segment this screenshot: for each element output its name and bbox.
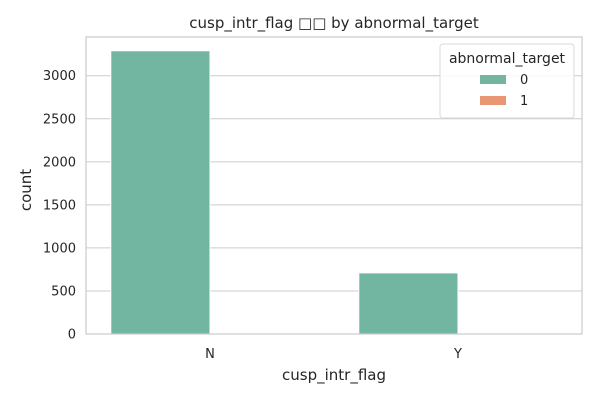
y-tick-label: 500 [51, 284, 76, 299]
legend-label-0: 0 [520, 73, 528, 88]
chart-title: cusp_intr_flag □□ by abnormal_target [189, 14, 479, 32]
x-tick-label: Y [453, 347, 462, 362]
y-tick-label: 0 [68, 328, 76, 343]
legend-label-1: 1 [520, 94, 528, 109]
x-tick-label: N [205, 347, 215, 362]
y-tick-label: 2500 [43, 112, 76, 127]
legend-swatch-1 [480, 96, 506, 105]
plot-frame [85, 36, 583, 335]
y-tick-label: 1000 [43, 241, 76, 256]
bar-N-series-0 [110, 50, 211, 335]
y-tick-label: 2000 [43, 155, 76, 170]
y-tick-label: 1500 [43, 198, 76, 213]
bar-Y-series-0 [358, 272, 459, 335]
legend-box [439, 43, 575, 119]
legend-title: abnormal_target [449, 51, 566, 67]
x-axis-label: cusp_intr_flag [282, 366, 386, 384]
legend-swatch-0 [480, 75, 506, 84]
y-tick-label: 3000 [43, 69, 76, 84]
